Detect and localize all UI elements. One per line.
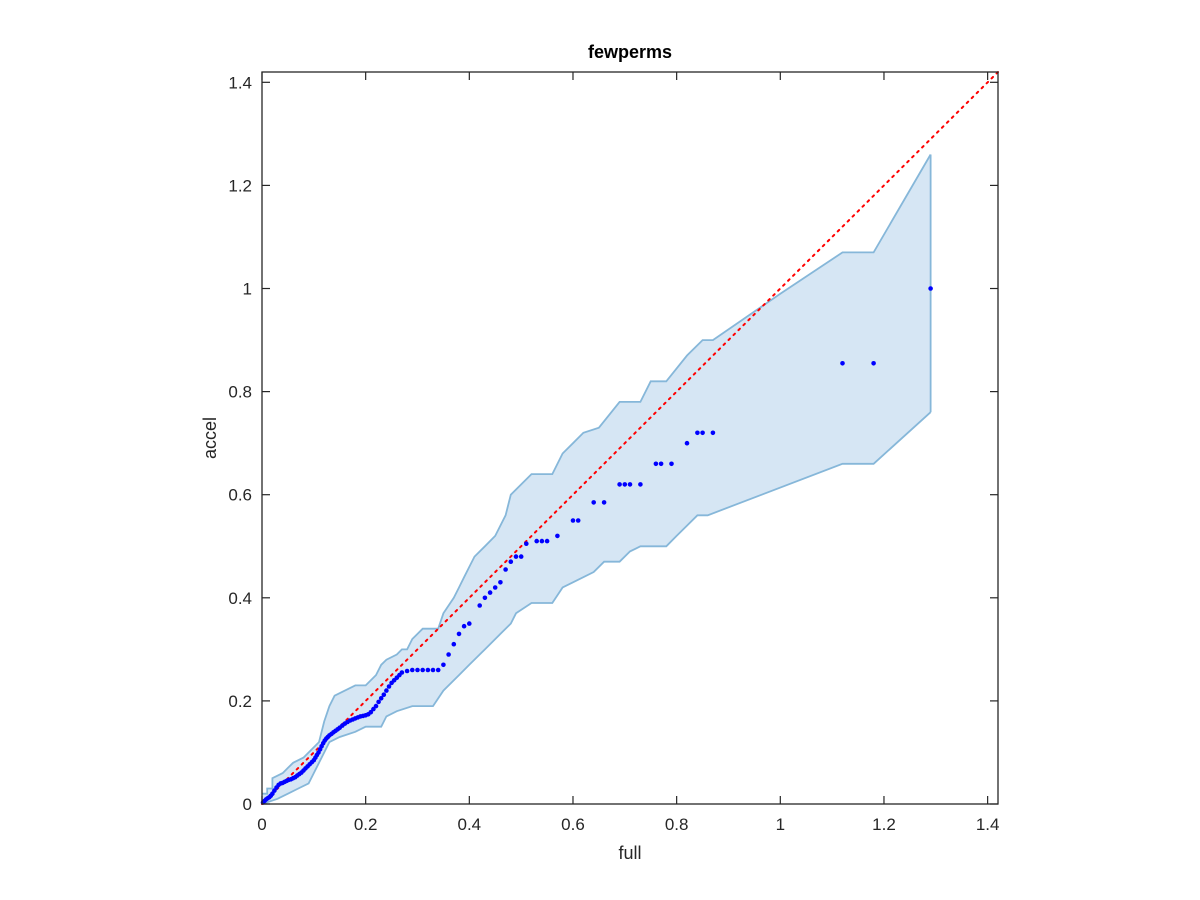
y-tick-label: 0 xyxy=(243,795,252,814)
band-upper-edge xyxy=(262,154,932,795)
x-tick-label: 1.2 xyxy=(872,815,896,834)
data-point xyxy=(482,595,488,601)
x-tick-label: 0 xyxy=(257,815,266,834)
data-point xyxy=(622,482,628,487)
data-point xyxy=(378,696,384,701)
data-point xyxy=(539,538,545,544)
data-point xyxy=(368,709,374,715)
y-tick-label: 0.4 xyxy=(228,589,252,608)
chart-title: fewperms xyxy=(588,42,672,62)
data-point xyxy=(451,641,457,647)
x-tick-label: 0.8 xyxy=(665,815,689,834)
data-point xyxy=(467,621,472,626)
data-point xyxy=(503,567,508,572)
data-point xyxy=(430,667,436,673)
data-point xyxy=(627,482,633,487)
reference-line xyxy=(261,71,999,805)
y-tick-label: 0.8 xyxy=(228,383,252,402)
data-point xyxy=(441,662,446,668)
data-point xyxy=(404,668,410,674)
data-point xyxy=(840,361,845,366)
data-point xyxy=(534,538,539,544)
data-point xyxy=(487,590,493,595)
data-point xyxy=(638,482,643,487)
data-points xyxy=(260,286,933,805)
data-point xyxy=(700,430,705,436)
y-tick-label: 1 xyxy=(243,280,252,299)
data-point xyxy=(498,580,503,585)
data-point xyxy=(710,430,716,436)
x-axis-label: full xyxy=(618,843,641,863)
data-point xyxy=(544,538,550,544)
data-point xyxy=(653,461,659,467)
data-point xyxy=(518,554,524,559)
data-point xyxy=(575,518,581,523)
data-point xyxy=(871,361,876,366)
data-point xyxy=(373,703,379,709)
data-point xyxy=(399,670,405,675)
y-axis-label: accel xyxy=(200,417,220,459)
data-point xyxy=(435,667,441,673)
data-point xyxy=(555,533,560,539)
data-point xyxy=(371,706,376,712)
data-point xyxy=(477,603,483,608)
data-point xyxy=(513,554,519,559)
data-point xyxy=(684,440,690,446)
data-point xyxy=(695,430,700,436)
data-point xyxy=(381,692,387,697)
plot-frame xyxy=(261,71,999,805)
y-tick-label: 1.2 xyxy=(228,176,252,195)
axes: 0 0.2 0.4 0.6 0.8 1 1.2 1.4 0 0.2 0.4 0.6 0.8 1 1.2 1.4 xyxy=(228,71,1000,834)
data-point xyxy=(928,286,933,291)
x-tick-label: 0.2 xyxy=(354,815,378,834)
data-point xyxy=(456,631,462,637)
data-point xyxy=(492,585,498,590)
x-tick-label: 1 xyxy=(776,815,785,834)
data-point xyxy=(384,688,389,693)
data-point xyxy=(658,461,664,467)
data-point xyxy=(601,500,607,505)
data-point xyxy=(570,518,576,523)
data-point xyxy=(410,667,415,673)
data-point xyxy=(376,699,381,705)
data-point xyxy=(524,541,529,546)
data-point xyxy=(446,652,451,657)
data-point xyxy=(425,667,431,673)
data-point xyxy=(386,684,392,689)
reference-line-group xyxy=(261,71,999,805)
data-point xyxy=(415,667,420,673)
x-tick-label: 0.6 xyxy=(561,815,585,834)
data-point xyxy=(508,559,514,564)
data-point xyxy=(461,623,467,629)
data-point xyxy=(669,461,674,467)
y-tick-label: 1.4 xyxy=(228,73,252,92)
band-lower-edge xyxy=(261,411,932,805)
confidence-band xyxy=(261,154,932,805)
data-point xyxy=(591,500,596,505)
data-point xyxy=(420,667,426,673)
y-tick-label: 0.2 xyxy=(228,692,252,711)
band-fill xyxy=(262,154,931,804)
y-tick-label: 0.6 xyxy=(228,486,252,505)
x-tick-label: 0.4 xyxy=(458,815,482,834)
x-tick-label: 1.4 xyxy=(976,815,1000,834)
data-point xyxy=(617,482,622,487)
